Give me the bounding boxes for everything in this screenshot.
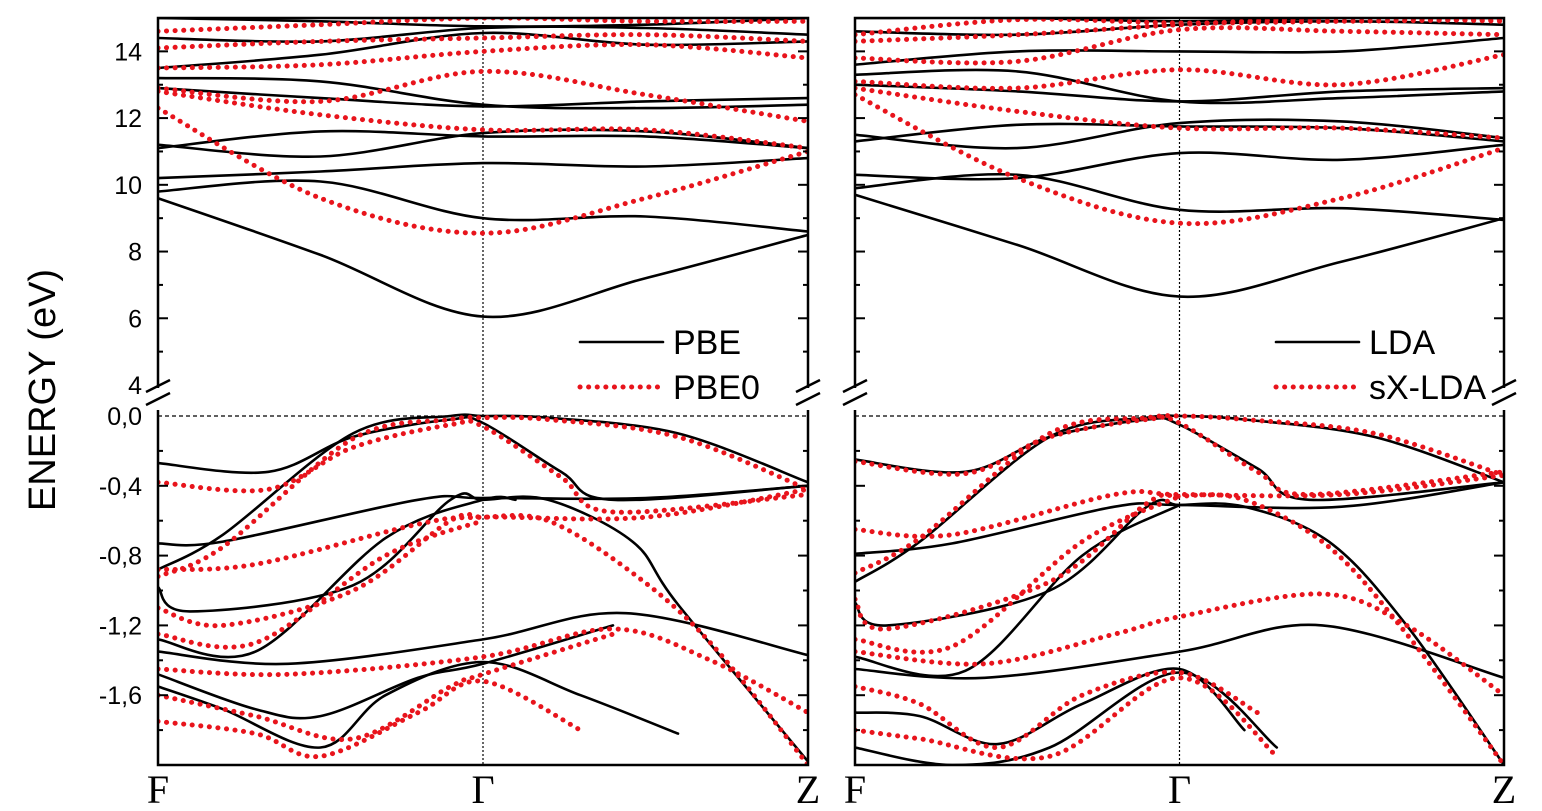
axis-break-mark xyxy=(795,391,821,407)
kpoint-label-1: Γ xyxy=(471,767,494,811)
band-line-sX-LDA-c1 xyxy=(855,85,1504,141)
band-line-LDA-v5 xyxy=(855,623,1504,680)
band-line-PBE-c0 xyxy=(158,196,808,319)
band-line-sX-LDA-c2 xyxy=(855,52,1504,91)
band-line-sX-LDA-c0 xyxy=(855,92,1504,227)
band-line-LDA-c2 xyxy=(855,143,1504,181)
band-line-PBE0-c2 xyxy=(158,68,808,124)
band-line-PBE0-v2 xyxy=(158,486,808,573)
band-line-sX-LDA-c3 xyxy=(855,25,1504,66)
kpoint-label-0: F xyxy=(844,767,866,811)
band-line-PBE0-v4 xyxy=(158,518,486,650)
y-tick-label: 4 xyxy=(128,372,142,400)
band-line-PBE-c5 xyxy=(158,86,808,108)
y-tick-label: -0,8 xyxy=(99,543,142,571)
y-tick-label: 14 xyxy=(114,38,142,66)
panel-right: F Γ Z LDA sX-LDA xyxy=(841,16,1518,811)
band-line-PBE0-c0 xyxy=(158,105,808,236)
axis-break-mark xyxy=(1491,378,1517,394)
y-tick-label: 10 xyxy=(114,172,142,200)
band-line-PBE0-v6 xyxy=(158,631,616,743)
band-line-PBE-v4 xyxy=(158,495,517,659)
band-line-LDA-c6 xyxy=(855,68,1504,105)
y-tick-label: 8 xyxy=(128,239,142,267)
axis-break-mark xyxy=(842,391,868,407)
band-line-PBE-v6 xyxy=(158,624,615,720)
band-line-PBE-c3 xyxy=(158,129,808,150)
series-PBE0-conduction xyxy=(158,18,808,236)
band-line-PBE0-v5 xyxy=(158,626,808,716)
axis-break-mark xyxy=(1491,391,1517,407)
band-line-PBE0-v1 xyxy=(158,418,808,515)
band-line-PBE-c1 xyxy=(158,179,808,233)
y-tick-label: -0,4 xyxy=(99,473,142,501)
series-sX-LDA-conduction xyxy=(855,18,1504,227)
band-line-LDA-v7 xyxy=(855,671,1279,765)
axis-break-mark xyxy=(795,378,821,394)
band-line-LDA-v4 xyxy=(855,503,1181,678)
y-tick-label: 12 xyxy=(114,105,142,133)
band-line-PBE0-v3 xyxy=(158,511,808,765)
band-line-PBE-c4 xyxy=(158,128,808,159)
band-line-PBE0-v7 xyxy=(158,678,583,760)
y-axis-title: ENERGY (eV) xyxy=(22,269,64,511)
axis-break-mark xyxy=(842,378,868,394)
band-line-PBE-c8 xyxy=(158,25,808,44)
band-line-PBE0-v0 xyxy=(158,414,808,579)
band-line-PBE0-c4 xyxy=(158,32,808,51)
band-line-sX-LDA-c5 xyxy=(855,18,1504,38)
band-line-sX-LDA-v6 xyxy=(855,669,1260,751)
y-tick-label: -1,2 xyxy=(99,612,142,640)
band-line-LDA-v6 xyxy=(855,667,1246,746)
legend-label-PBE0: PBE0 xyxy=(673,369,760,407)
y-tick-label: 6 xyxy=(128,305,142,333)
band-line-PBE0-c1 xyxy=(158,88,808,151)
axis-break-mark xyxy=(145,391,171,407)
band-line-LDA-c0 xyxy=(855,193,1504,299)
kpoint-label-2: Z xyxy=(796,767,820,811)
band-line-sX-LDA-v5 xyxy=(855,591,1504,698)
panel-left: F Γ Z PBE PBE0 xyxy=(144,16,822,811)
band-line-PBE0-c3 xyxy=(158,42,808,71)
series-PBE0-valence xyxy=(158,414,808,765)
y-tick-label: 0,0 xyxy=(107,403,142,431)
y-axis: 4 6 8 10 12 14 0,0 -0,4 -0,8 -1,2 -1,6 xyxy=(99,38,142,710)
band-line-PBE-c2 xyxy=(158,156,808,180)
y-tick-label: -1,6 xyxy=(99,682,142,710)
legend-label-PBE: PBE xyxy=(673,324,741,362)
axis-break-mark xyxy=(145,378,171,394)
band-line-PBE-c7 xyxy=(158,31,808,70)
kpoint-label-2: Z xyxy=(1492,767,1516,811)
kpoint-label-1: Γ xyxy=(1168,767,1191,811)
band-line-LDA-c1 xyxy=(855,172,1504,222)
series-sX-LDA-valence xyxy=(855,413,1504,765)
band-line-sX-LDA-v3 xyxy=(855,492,1504,765)
band-line-sX-LDA-v4 xyxy=(855,493,1182,655)
band-line-PBE-v0 xyxy=(158,413,808,571)
band-line-PBE-c6 xyxy=(158,76,808,110)
series-PBE-conduction xyxy=(158,18,808,319)
band-line-sX-LDA-v0 xyxy=(855,413,1504,576)
band-line-sX-LDA-v7 xyxy=(855,675,1280,762)
band-line-LDA-c7 xyxy=(855,36,1504,66)
band-line-sX-LDA-v2 xyxy=(855,472,1504,539)
band-line-PBE0-c5 xyxy=(158,18,808,34)
legend-label-LDA: LDA xyxy=(1369,324,1435,362)
legend-label-sX-LDA: sX-LDA xyxy=(1369,369,1486,407)
kpoint-label-0: F xyxy=(147,767,169,811)
band-line-LDA-c4 xyxy=(855,118,1504,150)
